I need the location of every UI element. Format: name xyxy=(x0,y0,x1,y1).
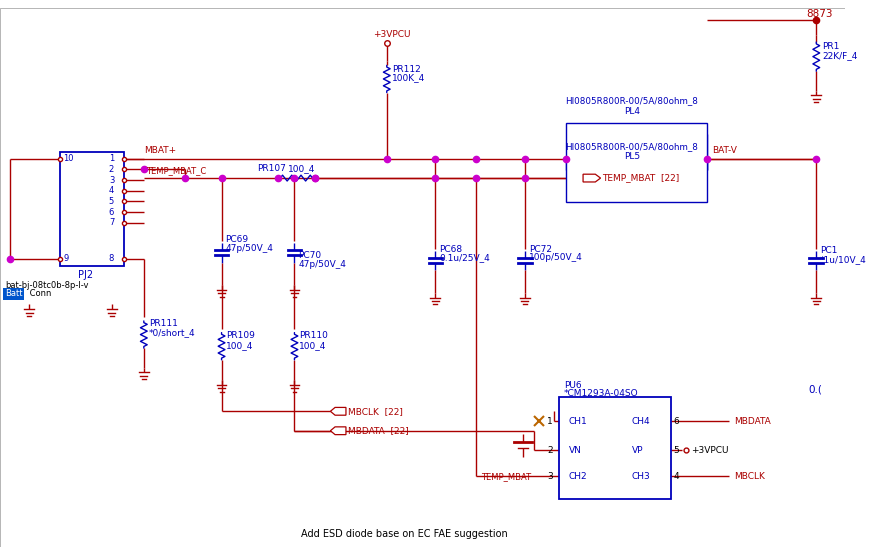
Text: MBAT+: MBAT+ xyxy=(143,147,176,155)
Text: 47p/50V_4: 47p/50V_4 xyxy=(298,260,346,269)
Text: 100_4: 100_4 xyxy=(299,341,326,350)
Text: PL5: PL5 xyxy=(623,152,640,161)
Text: 5: 5 xyxy=(673,446,679,455)
Text: MBCLK  [22]: MBCLK [22] xyxy=(348,407,402,416)
Text: PC69: PC69 xyxy=(225,235,249,244)
Text: CH3: CH3 xyxy=(631,472,650,481)
Bar xyxy=(60,152,124,265)
Text: 100p/50V_4: 100p/50V_4 xyxy=(528,253,581,263)
Text: PC68: PC68 xyxy=(439,245,461,254)
Text: PR111: PR111 xyxy=(149,319,177,329)
Text: 5: 5 xyxy=(109,197,114,206)
Text: PR112: PR112 xyxy=(391,65,420,74)
Polygon shape xyxy=(582,174,600,182)
Text: 22K/F_4: 22K/F_4 xyxy=(821,51,857,60)
Text: CH1: CH1 xyxy=(567,416,587,426)
Bar xyxy=(558,397,670,499)
Text: bat-bj-08tc0b-8p-l-v: bat-bj-08tc0b-8p-l-v xyxy=(5,281,89,290)
Text: PR107: PR107 xyxy=(257,164,286,173)
Text: BAT-V: BAT-V xyxy=(712,147,736,155)
Text: 4: 4 xyxy=(109,186,114,195)
Text: 100_4: 100_4 xyxy=(226,341,254,350)
Text: PR110: PR110 xyxy=(299,331,328,340)
Text: 10: 10 xyxy=(63,154,74,163)
Text: MBDATA  [22]: MBDATA [22] xyxy=(348,426,408,435)
Text: *CM1293A-04SO: *CM1293A-04SO xyxy=(563,389,638,398)
Text: PU6: PU6 xyxy=(563,381,580,390)
Text: PJ2: PJ2 xyxy=(77,270,93,280)
Text: 2: 2 xyxy=(109,165,114,174)
Text: MBDATA: MBDATA xyxy=(733,416,770,426)
Text: Batt: Batt xyxy=(5,289,23,298)
Text: 9: 9 xyxy=(63,254,69,263)
Text: PR1: PR1 xyxy=(821,42,839,52)
Text: HI0805R800R-00/5A/80ohm_8: HI0805R800R-00/5A/80ohm_8 xyxy=(565,96,698,105)
Text: 8873: 8873 xyxy=(806,9,833,19)
Text: 1: 1 xyxy=(547,416,552,426)
Text: PC70: PC70 xyxy=(298,251,321,260)
Text: 47p/50V_4: 47p/50V_4 xyxy=(225,244,273,253)
Text: PC1: PC1 xyxy=(819,246,837,255)
Text: 4: 4 xyxy=(673,472,679,481)
Text: CH4: CH4 xyxy=(631,416,649,426)
Text: 2: 2 xyxy=(547,446,552,455)
Text: 3: 3 xyxy=(547,472,552,481)
Text: 3: 3 xyxy=(109,175,114,184)
Text: *1u/10V_4: *1u/10V_4 xyxy=(819,255,866,264)
Text: TEMP_MBAT  [22]: TEMP_MBAT [22] xyxy=(602,174,679,183)
Text: 8: 8 xyxy=(109,254,114,263)
Text: Add ESD diode base on EC FAE suggestion: Add ESD diode base on EC FAE suggestion xyxy=(301,529,507,539)
Polygon shape xyxy=(330,427,346,435)
Text: 1: 1 xyxy=(109,154,114,163)
Text: MBCLK: MBCLK xyxy=(733,472,764,481)
Text: TEMP_MBAT: TEMP_MBAT xyxy=(481,472,531,481)
Bar xyxy=(565,123,706,203)
Text: HI0805R800R-00/5A/80ohm_8: HI0805R800R-00/5A/80ohm_8 xyxy=(565,143,698,152)
Polygon shape xyxy=(330,407,346,415)
Text: +3VPCU: +3VPCU xyxy=(690,446,727,455)
Text: 100_4: 100_4 xyxy=(288,164,315,173)
Text: PC72: PC72 xyxy=(528,245,551,254)
Text: *0/short_4: *0/short_4 xyxy=(149,328,195,337)
Text: TEMP_MBAT_C: TEMP_MBAT_C xyxy=(146,166,206,175)
Text: PL4: PL4 xyxy=(623,107,639,115)
Text: +3VPCU: +3VPCU xyxy=(373,30,410,39)
Text: PR109: PR109 xyxy=(226,331,255,340)
Text: Conn: Conn xyxy=(27,289,51,298)
Text: 0.1u/25V_4: 0.1u/25V_4 xyxy=(439,253,489,263)
Text: 6: 6 xyxy=(109,208,114,216)
Text: VN: VN xyxy=(567,446,580,455)
Text: 100K_4: 100K_4 xyxy=(391,73,424,83)
Text: 0.(: 0.( xyxy=(807,385,821,395)
Text: 6: 6 xyxy=(673,416,679,426)
Text: 7: 7 xyxy=(109,218,114,228)
Text: CH2: CH2 xyxy=(567,472,587,481)
Text: VP: VP xyxy=(631,446,642,455)
